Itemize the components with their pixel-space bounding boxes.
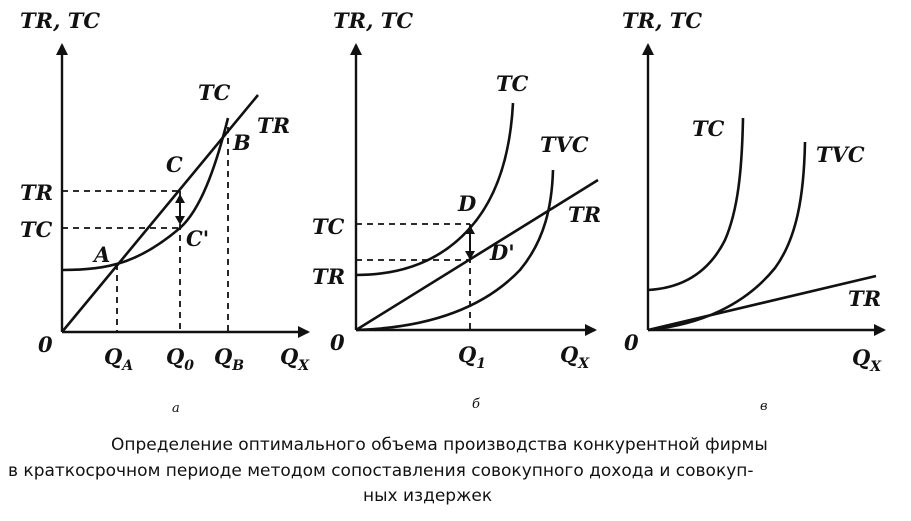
panel-a-qb-label: QB	[214, 344, 244, 374]
panel-c-tr-line	[647, 274, 877, 332]
panel-b-tr-line-label: TR	[568, 202, 601, 227]
caption-line-1: Определение оптимального объема производ…	[111, 435, 768, 455]
panel-c: TR, TC QX 0 TC TVC TR в	[622, 8, 886, 414]
panel-c-x-axis-label: QX	[852, 345, 882, 375]
panel-b-tvc-curve	[355, 169, 555, 332]
panel-a-tr-line	[60, 94, 260, 333]
panel-c-y-axis-label: TR, TC	[622, 8, 702, 33]
panel-b-tc-curve-label: TC	[496, 71, 529, 96]
caption-line-2: в краткосрочном периоде методом сопостав…	[8, 461, 754, 481]
panel-b-tr-tick: TR	[312, 264, 345, 289]
panel-c-label: в	[760, 399, 768, 414]
panel-b-x-axis-label: QX	[560, 342, 590, 372]
panel-a-y-axis-label: TR, TC	[20, 8, 100, 33]
panel-b: TR, TC QX 0 TC TVC TR TC TR D D' Q1 б	[312, 8, 601, 412]
panel-c-origin: 0	[624, 330, 639, 355]
panel-a-qa-label: QA	[104, 344, 133, 374]
panel-a-point-a: A	[92, 242, 110, 267]
panel-c-tr-line-label: TR	[848, 286, 881, 311]
panel-a-label: а	[172, 401, 180, 416]
panel-a-tr-tick: TR	[20, 180, 53, 205]
panel-b-origin: 0	[330, 330, 345, 355]
panel-c-tc-curve-label: TC	[692, 116, 725, 141]
panel-b-label: б	[472, 397, 480, 412]
panel-a-point-b: B	[232, 130, 251, 155]
panel-a-tc-tick: TC	[20, 217, 53, 242]
panel-a: TR, TC QX 0 TC TR TR TC A B C C' QA Q0 Q…	[20, 8, 310, 416]
panel-b-q1-label: Q1	[458, 342, 486, 372]
panel-a-tc-curve-label: TC	[198, 80, 231, 105]
panel-c-tc-curve	[647, 117, 745, 292]
panel-a-x-axis-label: QX	[280, 344, 310, 374]
figure-caption: Определение оптимального объема производ…	[8, 435, 768, 506]
panel-a-origin: 0	[38, 332, 53, 357]
panel-c-tvc-curve-label: TVC	[816, 142, 865, 167]
panel-b-tvc-curve-label: TVC	[540, 132, 589, 157]
panel-a-arrowheads	[175, 194, 185, 225]
panel-a-tr-line-label: TR	[257, 113, 290, 138]
panel-a-q0-label: Q0	[166, 344, 194, 374]
panel-b-arrowheads	[465, 225, 475, 260]
panel-b-y-axis-label: TR, TC	[333, 8, 413, 33]
caption-line-3: ных издержек	[363, 486, 492, 506]
panel-b-tc-tick: TC	[312, 214, 345, 239]
panel-a-point-c-prime: C'	[186, 226, 209, 251]
panel-b-point-d: D	[457, 191, 477, 216]
panel-a-point-c: C	[166, 152, 183, 177]
panel-b-point-d-prime: D'	[489, 240, 515, 265]
panel-b-tr-line	[355, 178, 599, 332]
panel-c-tvc-curve	[647, 141, 807, 332]
